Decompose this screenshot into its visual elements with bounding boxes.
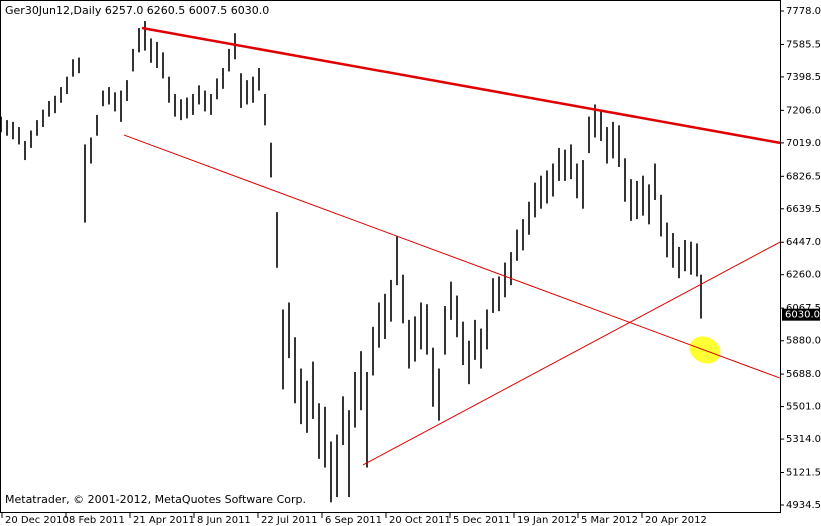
x-tick-label: 20 Dec 2010 bbox=[5, 515, 69, 526]
x-tick-label: 21 Apr 2011 bbox=[133, 515, 195, 526]
y-tick-label: 7398.5 bbox=[786, 72, 821, 83]
plot-frame bbox=[0, 0, 781, 513]
y-tick-label: 7206.0 bbox=[786, 105, 821, 116]
footer: Metatrader, © 2001-2012, MetaQuotes Soft… bbox=[5, 493, 306, 506]
y-tick-label: 6447.0 bbox=[786, 237, 821, 248]
trend-line bbox=[362, 241, 781, 466]
y-tick-label: 5688.0 bbox=[786, 369, 821, 380]
x-tick-label: 19 Jan 2012 bbox=[517, 515, 577, 526]
x-tick-label: 22 Jul 2011 bbox=[261, 515, 318, 526]
y-tick-label: 6067.5 bbox=[786, 303, 821, 314]
y-tick-label: 7019.0 bbox=[786, 138, 821, 149]
y-tick-label: 5880.0 bbox=[786, 336, 821, 347]
y-tick-label: 6826.5 bbox=[786, 171, 821, 182]
y-tick-label: 5121.5 bbox=[786, 468, 821, 479]
x-tick-label: 6 Sep 2011 bbox=[325, 515, 382, 526]
x-tick-label: 8 Feb 2011 bbox=[69, 515, 125, 526]
y-tick-label: 7778.0 bbox=[786, 6, 821, 17]
last-price-label: 6030.0 bbox=[785, 310, 820, 321]
x-tick-label: 5 Mar 2012 bbox=[581, 515, 638, 526]
x-tick-label: 20 Apr 2012 bbox=[645, 515, 707, 526]
last-price-box bbox=[782, 308, 820, 321]
x-tick-label: 8 Jun 2011 bbox=[197, 515, 251, 526]
x-tick-label: 20 Oct 2011 bbox=[389, 515, 451, 526]
y-tick-label: 5314.0 bbox=[786, 434, 821, 445]
chart-title: Ger30Jun12,Daily 6257.0 6260.5 6007.5 60… bbox=[5, 4, 269, 17]
y-tick-label: 7585.5 bbox=[786, 39, 821, 50]
y-tick-label: 6260.0 bbox=[786, 270, 821, 281]
y-tick-label: 5501.0 bbox=[786, 402, 821, 413]
y-tick-label: 4934.5 bbox=[786, 500, 821, 511]
x-tick-label: 5 Dec 2011 bbox=[453, 515, 511, 526]
y-tick-label: 6639.5 bbox=[786, 204, 821, 215]
trend-line bbox=[141, 26, 781, 145]
trend-line bbox=[123, 134, 781, 379]
